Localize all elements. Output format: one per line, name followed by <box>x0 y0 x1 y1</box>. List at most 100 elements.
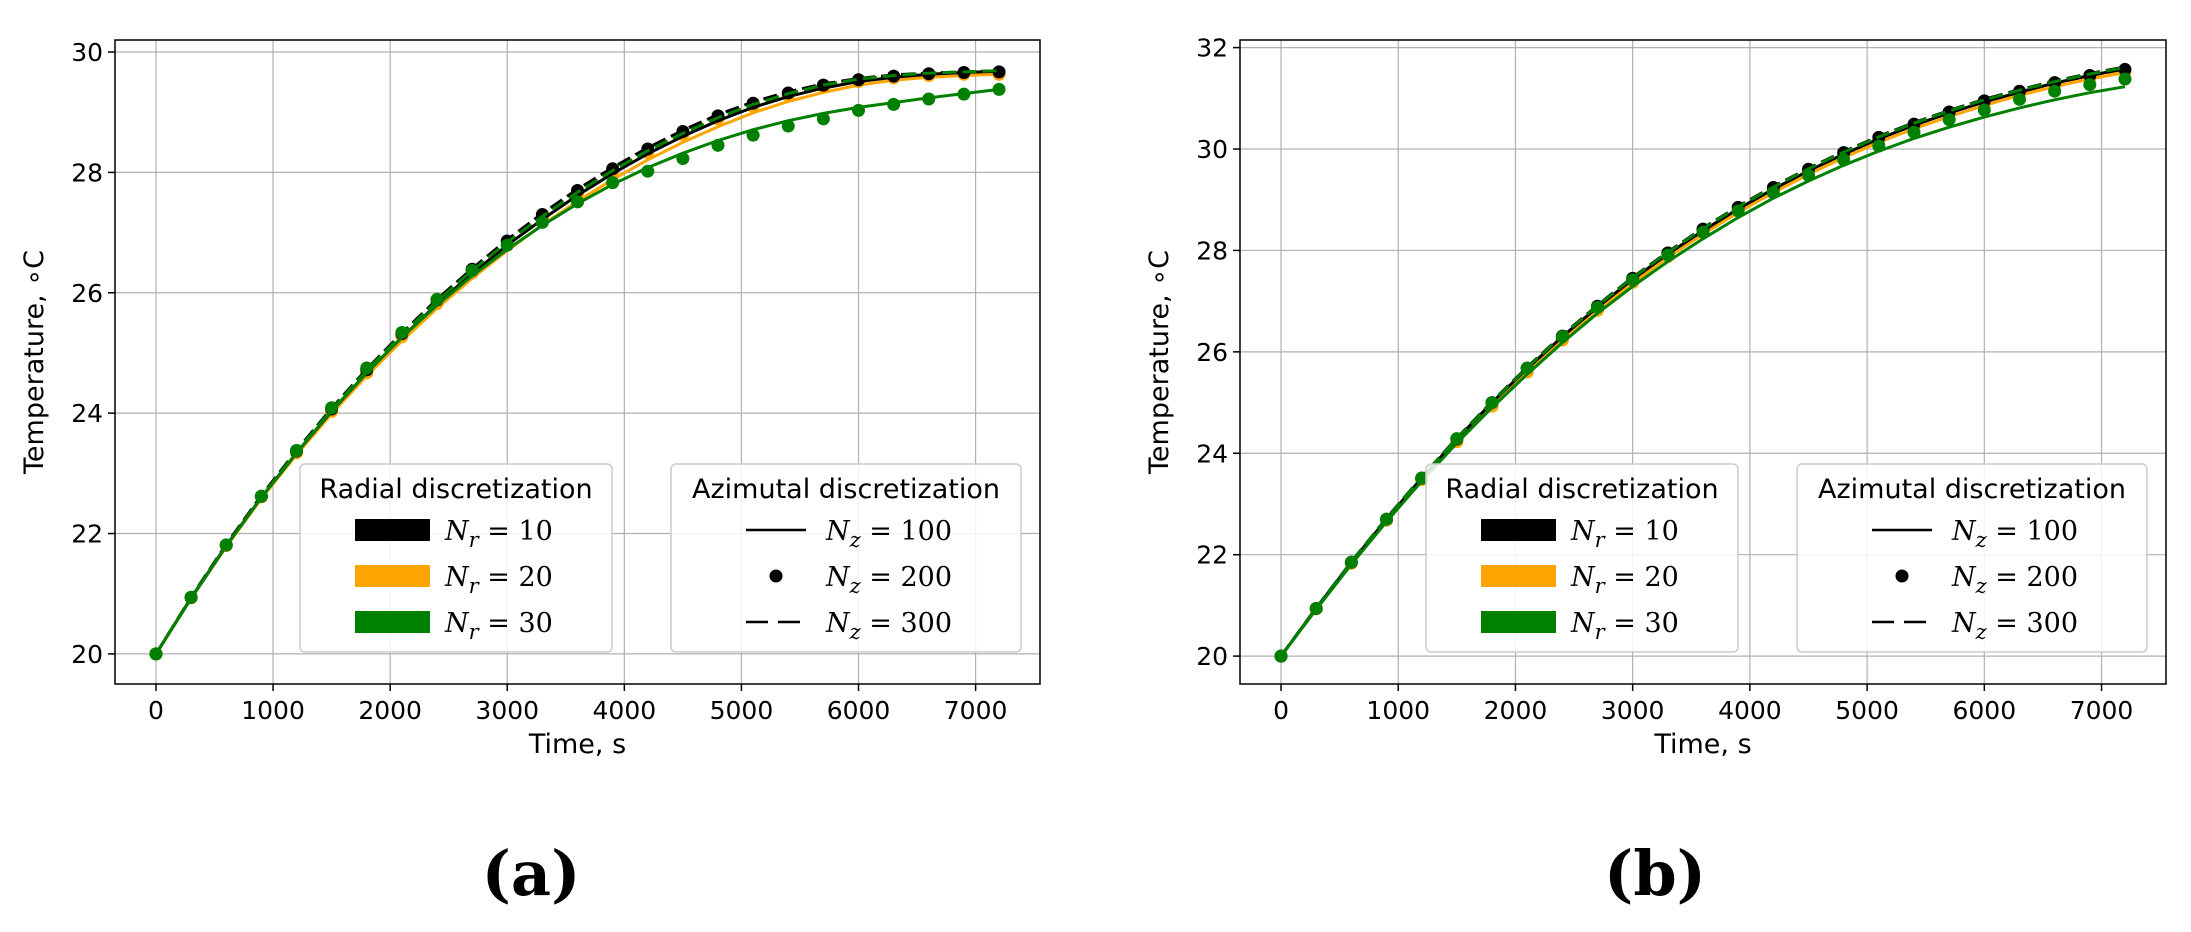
legend-swatch <box>1481 565 1556 587</box>
legend-box <box>670 463 1022 653</box>
data-point <box>2118 72 2132 86</box>
legend-box <box>299 463 613 653</box>
y-tick-label: 22 <box>1196 541 1228 570</box>
y-tick-label: 24 <box>71 399 103 428</box>
x-tick-label: 0 <box>148 696 164 725</box>
legend-subscript: z <box>1975 574 1988 598</box>
data-point <box>2048 84 2062 98</box>
y-tick-label: 26 <box>71 279 103 308</box>
legend-value: = 300 <box>861 608 952 639</box>
y-tick-label: 28 <box>1196 236 1228 265</box>
data-point <box>816 112 830 126</box>
legend-symbol: N <box>444 516 470 547</box>
data-point <box>1872 139 1886 153</box>
legend-subscript: r <box>1595 528 1607 552</box>
legend-box <box>1796 463 2148 653</box>
y-tick-label: 32 <box>1196 34 1228 63</box>
chart-panel-b: 0 1000 2000 3000 4000 5000 6000 7000 20 22 24 26 28 3… <box>1144 34 2167 910</box>
data-point <box>852 103 866 117</box>
legend-entry-label: Nr = 10 <box>1570 516 1679 552</box>
legend-value: = 20 <box>479 562 553 593</box>
legend-title: Radial discretization <box>1445 474 1718 505</box>
chart-panel-a: 0 1000 2000 3000 4000 5000 6000 7000 20 22 24 26 28 3… <box>19 38 1041 910</box>
legend-subscript: z <box>1975 620 1988 644</box>
data-point <box>887 97 901 111</box>
data-point <box>2083 78 2097 92</box>
data-point <box>1977 103 1991 117</box>
legend-value: = 10 <box>1605 516 1679 547</box>
legend-subscript: z <box>1975 528 1988 552</box>
y-axis-label: Temperature, ∘C <box>1144 250 1175 475</box>
legend-symbol: N <box>825 516 851 547</box>
legend-entry-label: Nz = 200 <box>825 562 952 598</box>
x-tick-label: 2000 <box>358 696 422 725</box>
x-tick-label: 4000 <box>593 696 657 725</box>
legend-value: = 200 <box>861 562 952 593</box>
legend-subscript: z <box>849 620 862 644</box>
data-point <box>641 164 655 178</box>
data-point <box>2118 62 2132 76</box>
legend-marker-dot <box>1895 569 1909 583</box>
x-tick-label: 1000 <box>241 696 305 725</box>
legend-symbol: N <box>1570 516 1596 547</box>
legend-value: = 300 <box>1987 608 2078 639</box>
legend-subscript: r <box>1595 574 1607 598</box>
data-point <box>1696 225 1710 239</box>
legend-title: Radial discretization <box>319 474 592 505</box>
data-point <box>992 65 1006 79</box>
legend-subscript: r <box>469 620 481 644</box>
series-line <box>154 69 1000 655</box>
legend-value: = 20 <box>1605 562 1679 593</box>
legend-entry-label: Nr = 30 <box>1570 608 1679 644</box>
legend-entry-label: Nr = 20 <box>1570 562 1679 598</box>
legend-entry-label: Nr = 30 <box>444 608 553 644</box>
data-point <box>992 82 1006 96</box>
x-tick-label: 7000 <box>944 696 1008 725</box>
x-tick-label: 5000 <box>710 696 774 725</box>
x-tick-label: 3000 <box>475 696 539 725</box>
legend-symbol: N <box>1570 608 1596 639</box>
x-tick-label: 3000 <box>1601 696 1665 725</box>
legend-symbol: N <box>825 562 851 593</box>
y-tick-label: 28 <box>71 158 103 187</box>
legend-swatch <box>355 565 430 587</box>
legend-swatch <box>1481 611 1556 633</box>
data-point <box>1837 153 1851 167</box>
legend-marker-dot <box>769 569 783 583</box>
series-markers <box>149 82 1006 661</box>
legend-value: = 100 <box>861 516 952 547</box>
legend-entry-label: Nr = 20 <box>444 562 553 598</box>
legend-value: = 30 <box>1605 608 1679 639</box>
figure-caption: (b) <box>1604 837 1706 910</box>
data-point <box>676 152 690 166</box>
legend-value: = 30 <box>479 608 553 639</box>
legend-symbol: N <box>1951 562 1977 593</box>
x-tick-label: 6000 <box>1953 696 2017 725</box>
plot-frame <box>1239 39 2167 685</box>
legend-value: = 200 <box>1987 562 2078 593</box>
legend-swatch <box>355 519 430 541</box>
data-point <box>957 87 971 101</box>
data-point <box>781 119 795 133</box>
data-point <box>711 138 725 152</box>
data-point <box>852 73 866 87</box>
legend-symbol: N <box>1951 608 1977 639</box>
legend-entry-label: Nr = 10 <box>444 516 553 552</box>
legend-entry-label: Nz = 100 <box>825 516 952 552</box>
data-point <box>500 238 514 252</box>
legend-title: Azimutal discretization <box>692 474 1000 505</box>
x-tick-label: 7000 <box>2070 696 2134 725</box>
legend-swatch <box>1481 519 1556 541</box>
x-tick-label: 5000 <box>1835 696 1899 725</box>
x-tick-label: 0 <box>1273 696 1289 725</box>
y-axis-label: Temperature, ∘C <box>19 250 50 475</box>
legend-symbol: N <box>1951 516 1977 547</box>
legend-symbol: N <box>1570 562 1596 593</box>
legend-swatch <box>355 611 430 633</box>
legend-symbol: N <box>825 608 851 639</box>
legend-subscript: r <box>469 528 481 552</box>
legend-subscript: r <box>469 574 481 598</box>
plot-frame <box>114 39 1041 685</box>
